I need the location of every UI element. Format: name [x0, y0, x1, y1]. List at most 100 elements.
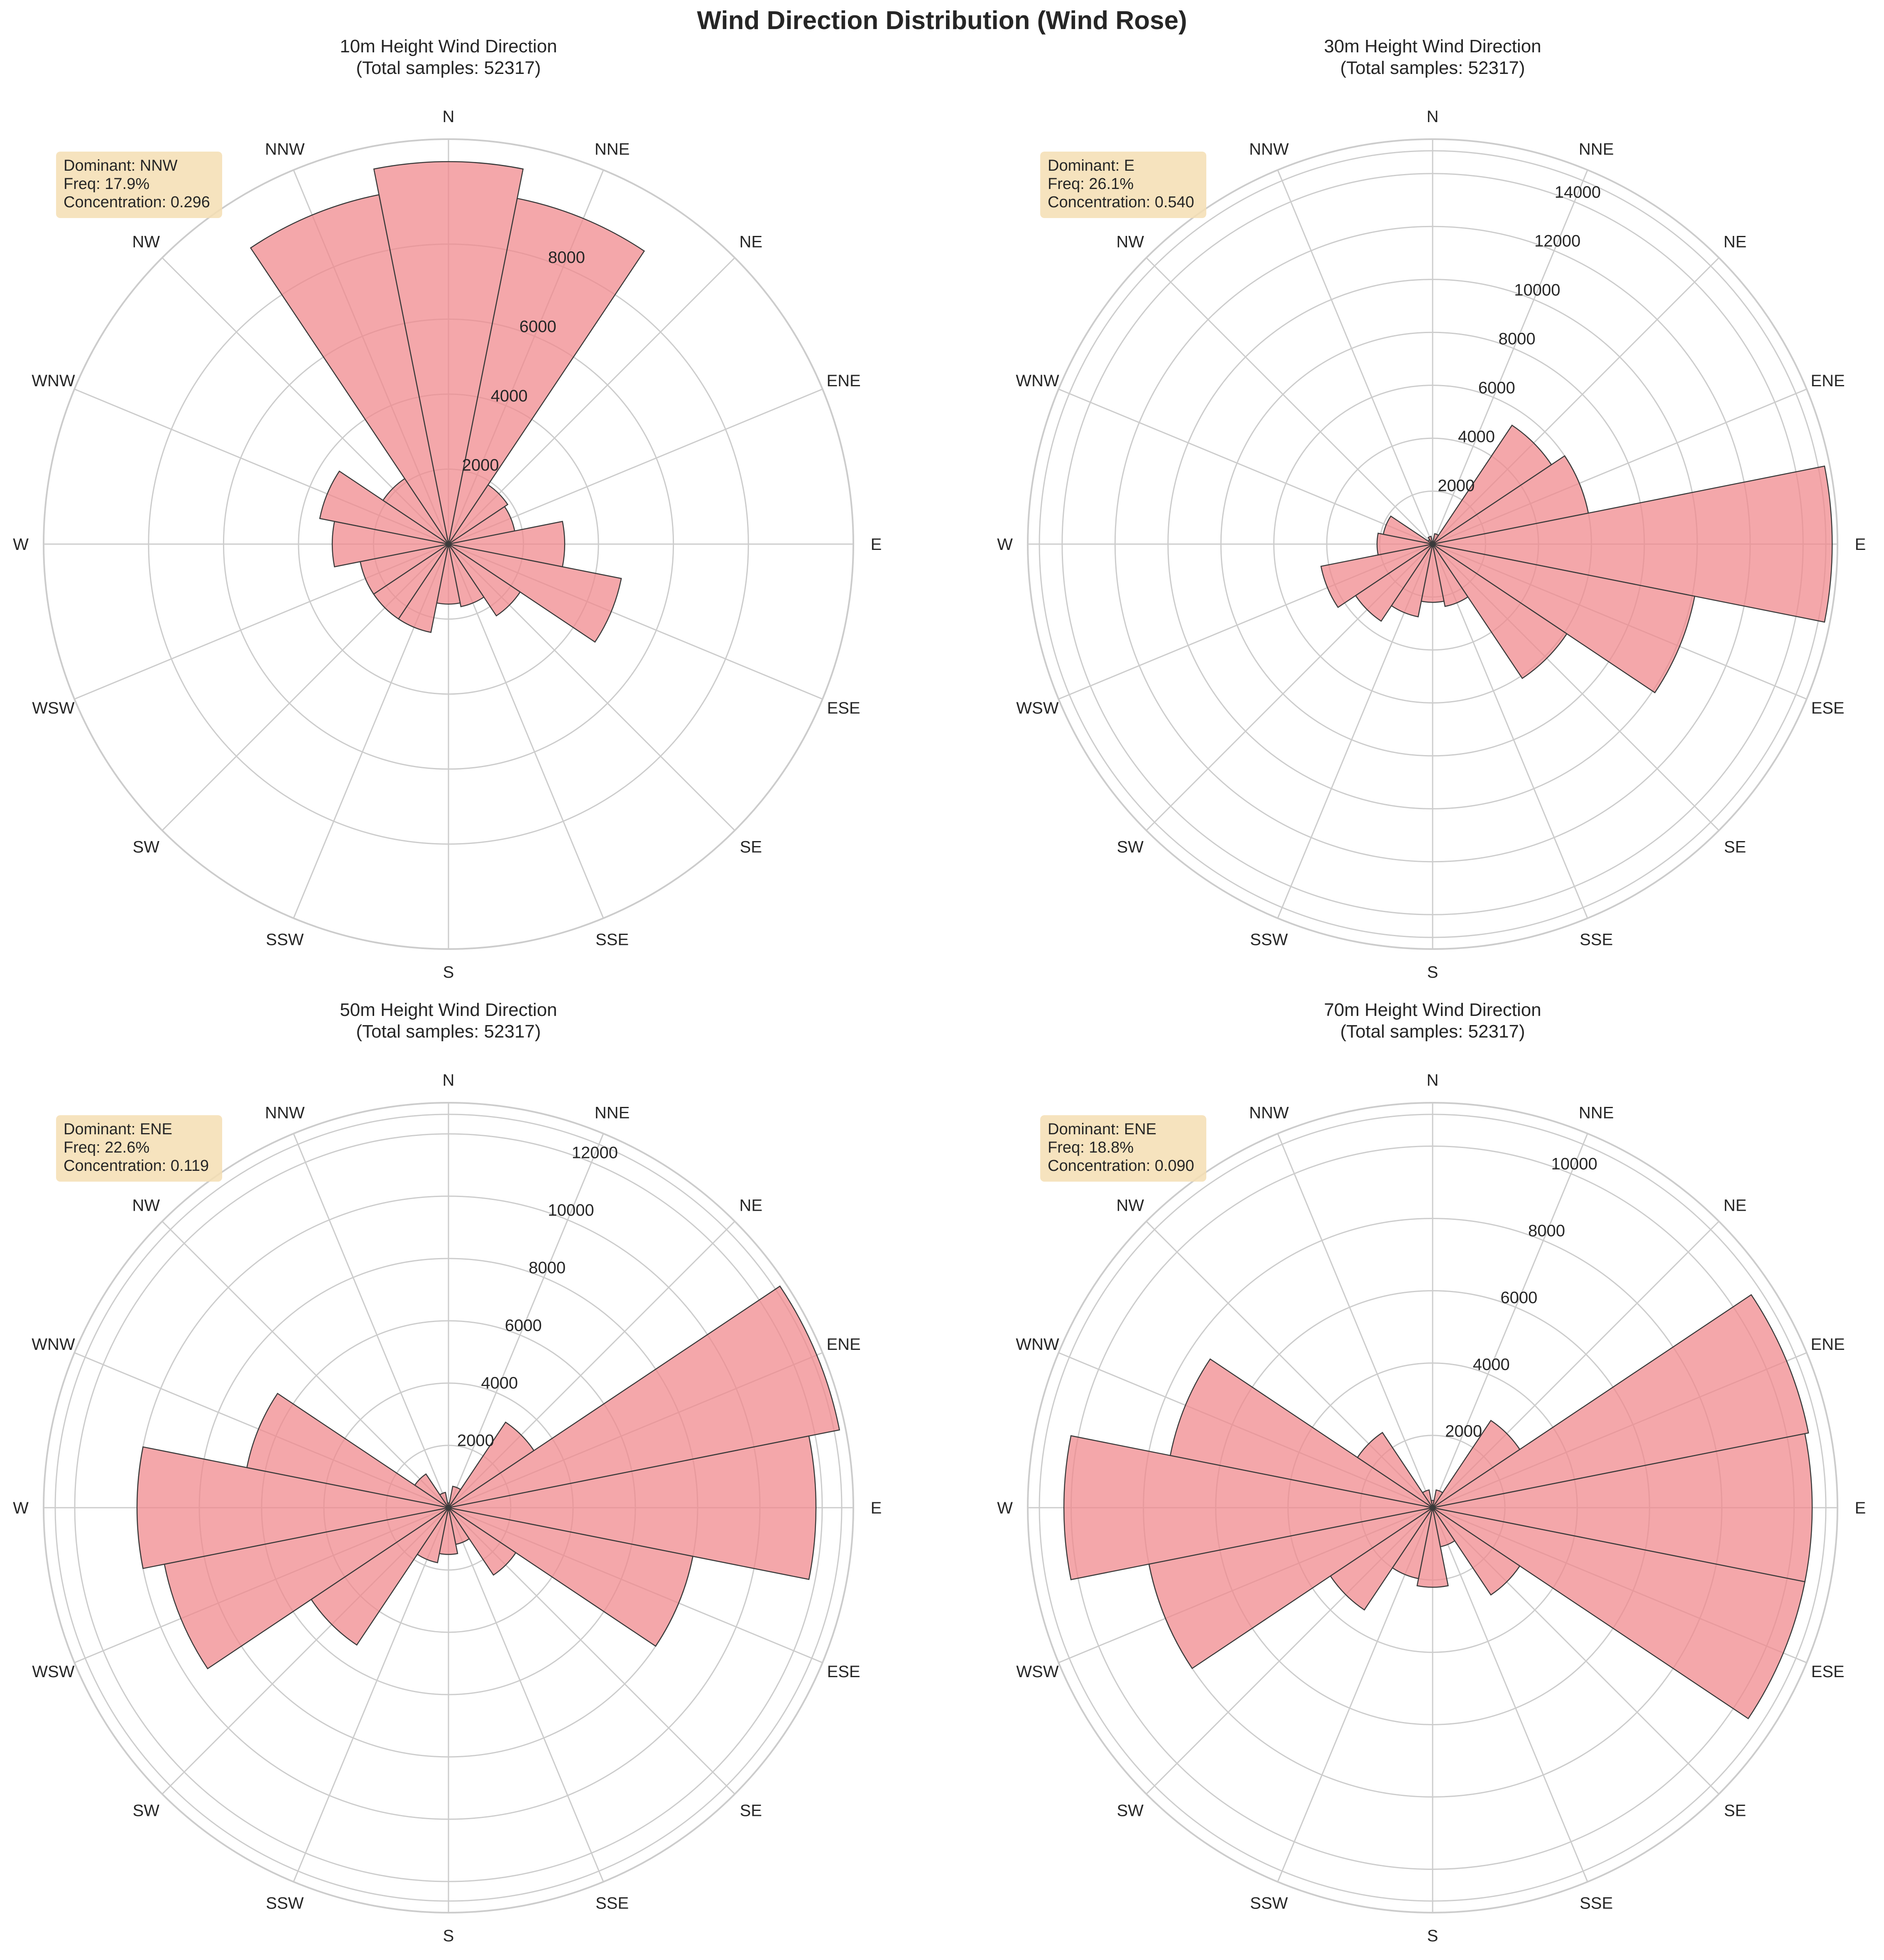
- direction-label: NE: [740, 233, 763, 251]
- direction-label: NNE: [1579, 140, 1614, 158]
- wind-bar-ese: [1432, 543, 1695, 694]
- direction-label: WSW: [1016, 1663, 1058, 1681]
- wind-bar-nnw: [1427, 535, 1433, 545]
- wind-bar-nnw: [439, 1491, 449, 1508]
- wind-bar-ese: [448, 543, 622, 643]
- direction-label: W: [13, 1499, 29, 1517]
- wind-rose-panel-3: 2000 4000 6000 8000 10000 12000 N NNE NE ENE E ESE S…: [13, 1000, 882, 1945]
- angular-gridline: [293, 1507, 449, 1882]
- chart-title: 30m Height Wind Direction: [1324, 36, 1541, 56]
- chart-subtitle: (Total samples: 52317): [356, 58, 541, 78]
- direction-label: NW: [132, 1197, 160, 1215]
- wind-bar-se: [1432, 543, 1568, 679]
- chart-title: 10m Height Wind Direction: [340, 36, 557, 56]
- stats-annotation-line: Freq: 18.8%: [1048, 1139, 1134, 1156]
- stats-annotation-box: [1040, 152, 1206, 218]
- radial-tick-label: 2000: [457, 1431, 494, 1450]
- direction-label: W: [13, 535, 29, 554]
- direction-label: WSW: [32, 1663, 74, 1681]
- angular-gridline: [1277, 169, 1433, 545]
- wind-bar-wnw: [1169, 1358, 1433, 1509]
- direction-label: WNW: [1016, 372, 1059, 390]
- chart-title: 50m Height Wind Direction: [340, 1000, 557, 1020]
- direction-label: S: [1427, 1927, 1438, 1945]
- wind-bar-wsw: [1320, 543, 1433, 608]
- radial-tick-label: 2000: [462, 456, 499, 474]
- stats-annotation-line: Dominant: ENE: [64, 1121, 172, 1138]
- direction-label: SSW: [1250, 1894, 1288, 1913]
- stats-annotation-box: [56, 1115, 222, 1182]
- wind-bar-se: [448, 1507, 517, 1576]
- angular-gridline: [162, 1221, 449, 1509]
- direction-label: N: [1427, 108, 1439, 126]
- direction-label: SW: [1117, 838, 1144, 856]
- wind-bar-ese: [448, 1507, 693, 1647]
- radial-tick-label: 6000: [1478, 379, 1515, 397]
- direction-label: SSE: [595, 931, 629, 949]
- direction-label: SSW: [266, 1894, 304, 1913]
- radial-tick-label: 8000: [529, 1259, 566, 1277]
- direction-label: ENE: [826, 372, 860, 390]
- direction-label: ENE: [1811, 1335, 1845, 1354]
- direction-label: WSW: [1016, 699, 1058, 717]
- wind-bar-ne: [448, 484, 509, 545]
- direction-label: NNW: [265, 1104, 305, 1122]
- direction-label: NE: [1724, 1197, 1747, 1215]
- radial-tick-label: 8000: [548, 248, 585, 267]
- radial-tick-label: 14000: [1555, 183, 1601, 201]
- direction-label: ESE: [827, 1663, 860, 1681]
- direction-label: SSE: [1580, 931, 1613, 949]
- wind-rose-panel-4: 2000 4000 6000 8000 10000 N NNE NE ENE E ESE SE SSE S…: [997, 1000, 1866, 1945]
- angular-gridline: [1432, 1133, 1588, 1508]
- figure-title: Wind Direction Distribution (Wind Rose): [697, 6, 1187, 35]
- direction-label: SE: [740, 1801, 762, 1820]
- radial-tick-label: 6000: [1500, 1288, 1537, 1307]
- direction-label: N: [443, 108, 455, 126]
- stats-annotation-line: Dominant: ENE: [1048, 1121, 1156, 1138]
- stats-annotation-line: Concentration: 0.090: [1048, 1157, 1194, 1175]
- stats-annotation-line: Dominant: E: [1048, 157, 1134, 174]
- direction-label: E: [1855, 1499, 1866, 1517]
- wind-bar-nnw: [250, 194, 449, 545]
- wind-bar-nne: [448, 198, 645, 545]
- direction-label: NNW: [265, 140, 305, 158]
- stats-annotation-line: Concentration: 0.540: [1048, 194, 1194, 211]
- direction-label: E: [1855, 535, 1866, 554]
- direction-label: SE: [1724, 838, 1746, 856]
- wind-rose-panel-2: 2000 4000 6000 8000 10000 12000 14000 N NNE NE ENE…: [997, 36, 1866, 981]
- radial-tick-label: 6000: [519, 318, 556, 336]
- direction-label: SSW: [1250, 931, 1288, 949]
- angular-gridline: [1432, 169, 1588, 545]
- angular-gridline: [448, 544, 604, 919]
- angular-gridline: [448, 1133, 604, 1508]
- wind-bar-wnw: [246, 1393, 449, 1509]
- direction-label: ENE: [826, 1335, 860, 1354]
- stats-annotation-line: Dominant: NNW: [64, 157, 178, 174]
- direction-label: W: [997, 1499, 1013, 1517]
- direction-label: NW: [132, 233, 160, 251]
- wind-bar-wnw: [1382, 515, 1433, 545]
- wind-bar-ene: [1432, 455, 1589, 545]
- angular-gridline: [1058, 388, 1433, 545]
- direction-label: NNE: [595, 140, 630, 158]
- radial-tick-label: 12000: [1534, 232, 1580, 250]
- wind-rose-panel-1: 2000 4000 6000 8000 N NNE NE ENE E ESE SE SSE S SSW SW…: [13, 36, 882, 981]
- direction-label: WNW: [32, 1335, 75, 1354]
- direction-label: ENE: [1811, 372, 1845, 390]
- wind-bar-sse: [1432, 544, 1469, 607]
- radial-tick-label: 2000: [1445, 1422, 1482, 1440]
- wind-bar-ne: [1432, 424, 1552, 545]
- direction-label: NNW: [1249, 140, 1289, 158]
- chart-title: 70m Height Wind Direction: [1324, 1000, 1541, 1020]
- direction-label: SW: [132, 1801, 159, 1820]
- direction-label: SW: [1117, 1801, 1144, 1820]
- direction-label: SE: [1724, 1801, 1746, 1820]
- radial-tick-label: 8000: [1528, 1222, 1565, 1240]
- radial-tick-label: 8000: [1499, 330, 1536, 348]
- radial-tick-label: 4000: [491, 387, 528, 405]
- radial-tick-label: 12000: [572, 1144, 618, 1162]
- direction-label: WSW: [32, 699, 74, 717]
- direction-label: S: [443, 1927, 454, 1945]
- direction-label: ESE: [1811, 1663, 1845, 1681]
- radial-tick-label: 4000: [481, 1374, 518, 1392]
